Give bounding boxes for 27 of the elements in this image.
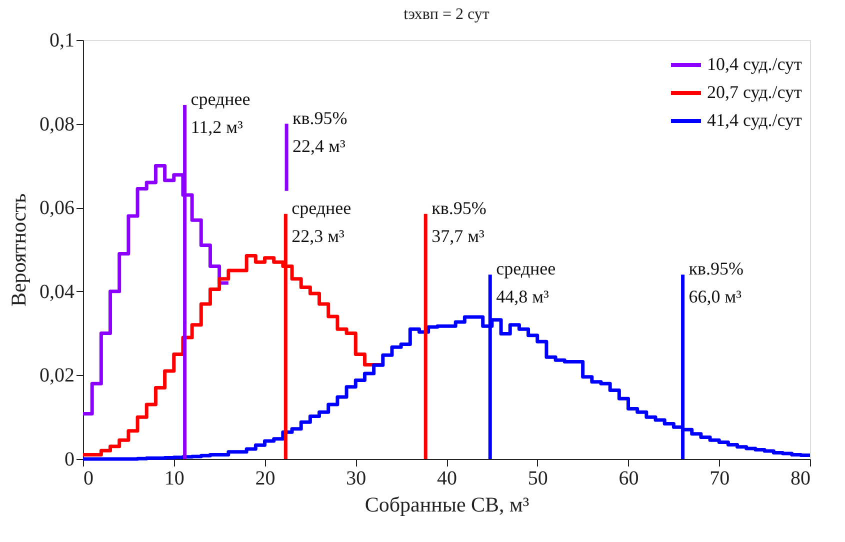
x-tick-label: 10 [164,468,184,490]
x-axis-title: Собранные СВ, м³ [364,492,530,516]
x-tick-label: 50 [528,468,548,490]
x-tick-label: 60 [618,468,639,490]
y-tick-label: 0,1 [50,30,74,52]
x-tick-label: 20 [255,468,276,490]
annotation: среднее 44,8 м³ [496,258,556,307]
legend-label: 20,7 суд./сут [707,82,802,102]
x-tick-label: 30 [346,468,366,490]
x-tick-label: 0 [84,468,94,490]
legend-label: 41,4 суд./сут [707,110,802,130]
chart-title: tэхвп = 2 сут [404,6,490,23]
x-tick-label: 70 [710,468,730,490]
y-tick-label: 0,04 [40,280,74,303]
y-tick-label: 0,06 [40,197,74,220]
annotation: среднее 11,2 м³ [190,88,250,137]
x-tick-label: 40 [437,468,457,490]
legend-label: 10,4 суд./сут [707,54,802,74]
y-tick-label: 0,08 [40,113,74,136]
x-tick-label: 80 [790,468,810,490]
y-tick-label: 0 [64,448,74,470]
annotation: среднее 22,3 м³ [292,198,352,246]
y-axis-title: Вероятность [6,193,30,307]
annotation: кв.95% 22,4 м³ [292,108,348,156]
y-tick-label: 0,02 [40,364,74,387]
annotation: кв.95% 66,0 м³ [688,258,744,307]
annotation: кв.95% 37,7 м³ [432,198,486,246]
